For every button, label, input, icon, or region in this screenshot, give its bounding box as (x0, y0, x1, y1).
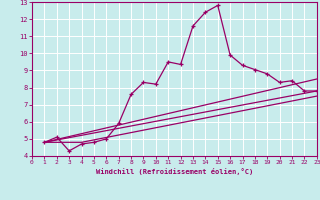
X-axis label: Windchill (Refroidissement éolien,°C): Windchill (Refroidissement éolien,°C) (96, 168, 253, 175)
